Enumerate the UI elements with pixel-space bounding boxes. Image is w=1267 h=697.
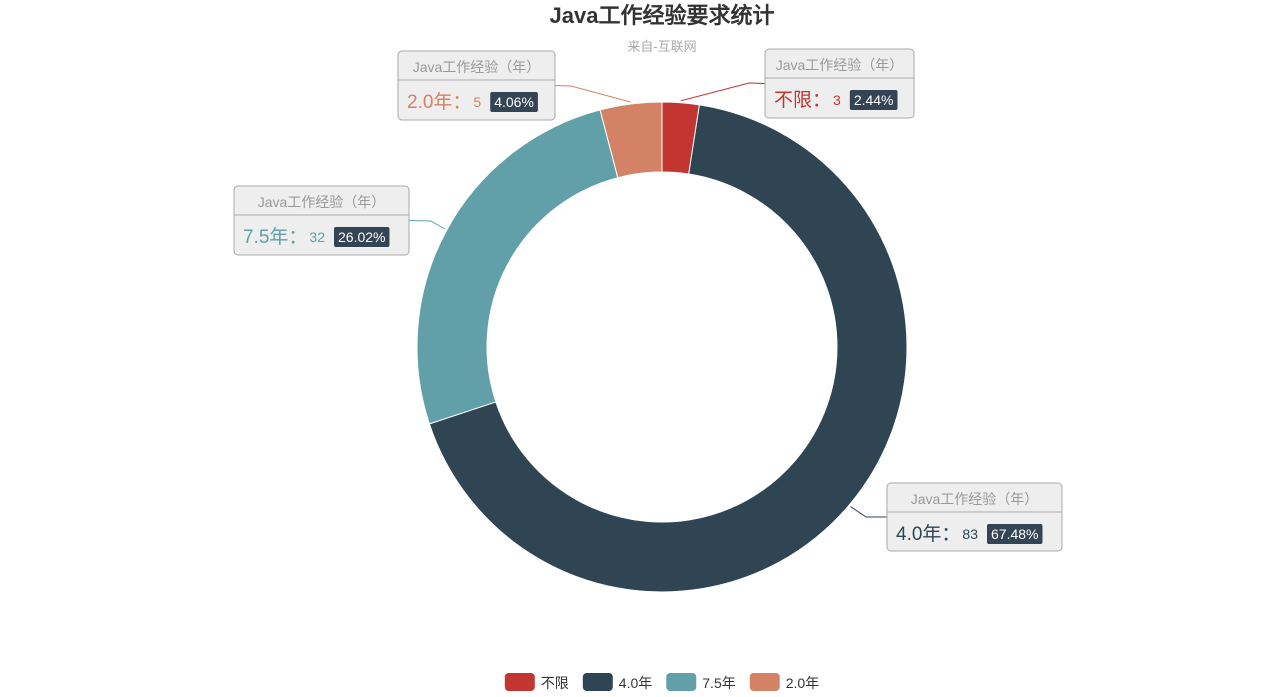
slice-7.5年[interactable] bbox=[416, 109, 619, 425]
legend-swatch bbox=[666, 673, 697, 691]
slice-label: Java工作经验（年） 4.0年： 83 67.48% bbox=[886, 482, 1063, 552]
legend-swatch bbox=[582, 673, 613, 691]
label-value: 5 bbox=[473, 94, 481, 110]
legend-item-4.0年[interactable]: 4.0年 bbox=[582, 673, 652, 691]
label-leader-line bbox=[554, 85, 631, 103]
chart-title: Java工作经验要求统计 bbox=[550, 3, 775, 28]
label-value: 3 bbox=[833, 92, 841, 108]
label-value: 32 bbox=[309, 229, 325, 245]
label-name: 不限： bbox=[774, 89, 831, 111]
slices-group bbox=[416, 101, 908, 593]
label-percent: 4.06% bbox=[494, 94, 534, 110]
legend-label: 不限 bbox=[541, 675, 569, 691]
legend-swatch bbox=[504, 673, 535, 691]
legend-item-不限[interactable]: 不限 bbox=[504, 673, 569, 691]
slice-label: Java工作经验（年） 不限： 3 2.44% bbox=[764, 48, 915, 119]
label-name: 7.5年： bbox=[243, 226, 307, 248]
slice-2.0年[interactable] bbox=[599, 101, 663, 179]
label-leader-line bbox=[680, 82, 766, 102]
slice-4.0年[interactable] bbox=[428, 104, 908, 593]
chart-subtitle: 来自-互联网 bbox=[627, 39, 696, 54]
slice-label: Java工作经验（年） 7.5年： 32 26.02% bbox=[233, 185, 410, 256]
label-header: Java工作经验（年） bbox=[911, 491, 1039, 507]
label-percent-badge bbox=[987, 524, 1043, 544]
label-percent: 2.44% bbox=[854, 92, 894, 108]
label-header: Java工作经验（年） bbox=[258, 194, 386, 210]
label-name: 4.0年： bbox=[896, 523, 960, 545]
label-header: Java工作经验（年） bbox=[413, 59, 541, 75]
legend-label: 7.5年 bbox=[702, 675, 735, 691]
legend-item-7.5年[interactable]: 7.5年 bbox=[666, 673, 736, 691]
label-name: 2.0年： bbox=[407, 91, 471, 113]
legend: 不限 4.0年 7.5年 2.0年 bbox=[504, 673, 819, 691]
label-value: 83 bbox=[962, 526, 978, 542]
label-percent-badge bbox=[849, 90, 898, 110]
label-leader-line bbox=[408, 220, 446, 230]
legend-label: 2.0年 bbox=[786, 675, 819, 691]
label-percent-badge bbox=[334, 227, 390, 247]
label-leader-line bbox=[850, 506, 887, 518]
legend-label: 4.0年 bbox=[619, 675, 652, 691]
legend-swatch bbox=[749, 673, 780, 691]
label-header: Java工作经验（年） bbox=[776, 57, 904, 73]
label-percent: 26.02% bbox=[338, 229, 385, 245]
labels-group: Java工作经验（年） 不限： 3 2.44% Java工作经验（年） 4.0年： 83 67… bbox=[233, 48, 1063, 552]
legend-item-2.0年[interactable]: 2.0年 bbox=[749, 673, 819, 691]
label-percent: 67.48% bbox=[991, 526, 1038, 542]
slice-label: Java工作经验（年） 2.0年： 5 4.06% bbox=[397, 50, 556, 121]
label-percent-badge bbox=[490, 92, 538, 112]
